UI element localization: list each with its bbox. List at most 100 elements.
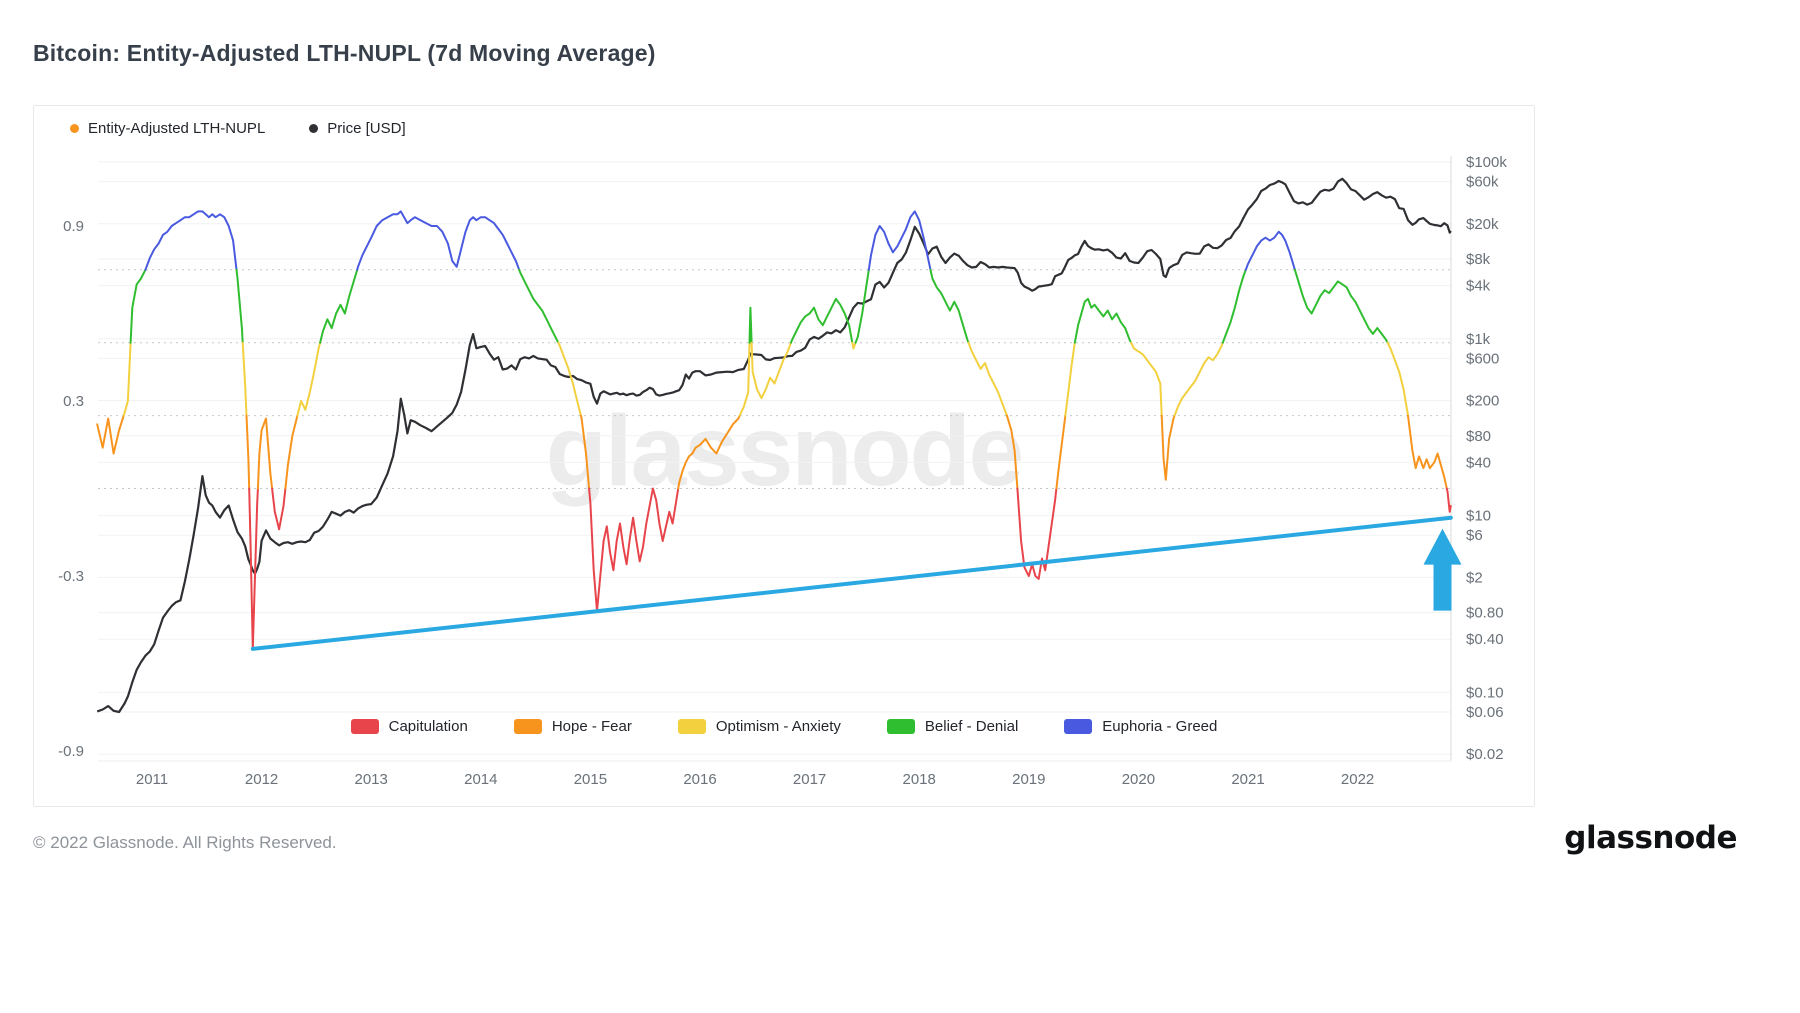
price-tick-label: $4k — [1466, 278, 1491, 295]
nupl-segment — [96, 414, 125, 455]
price-tick-label: $100k — [1466, 154, 1507, 171]
belief-denial-swatch-icon — [886, 719, 915, 734]
nupl-segment — [1244, 230, 1296, 271]
page-title: Bitcoin: Entity-Adjusted LTH-NUPL (7d Mo… — [33, 40, 656, 66]
price-tick-label: $0.40 — [1466, 631, 1504, 648]
nupl-segment — [256, 417, 274, 490]
nupl-segment — [1221, 268, 1247, 344]
nupl-segment — [235, 268, 244, 344]
price-tick-label: $2 — [1466, 569, 1483, 586]
nupl-segment — [1386, 341, 1409, 417]
price-tick-label: $0.06 — [1466, 704, 1504, 721]
year-tick-label: 2021 — [1231, 771, 1264, 788]
nupl-segment — [122, 341, 132, 417]
price-tick-label: $0.10 — [1466, 684, 1504, 701]
price-tick-label: $80 — [1466, 428, 1491, 445]
band-item-capitulation[interactable]: Capitulation — [350, 718, 468, 735]
year-tick-label: 2017 — [793, 771, 826, 788]
nupl-segment — [677, 414, 741, 490]
nupl-tick-label: 0.3 — [63, 393, 84, 410]
support-trendline — [250, 515, 1453, 651]
up-arrow-annotation — [1423, 528, 1462, 611]
series-legend: Entity-Adjusted LTH-NUPL Price [USD] — [70, 120, 406, 137]
nupl-segment — [284, 414, 299, 490]
nupl-threshold-gridlines — [98, 269, 1451, 489]
band-item-belief-denial[interactable]: Belief - Denial — [886, 718, 1019, 735]
nupl-segment — [1293, 268, 1389, 344]
nupl-tick-label: -0.9 — [58, 743, 84, 760]
year-tick-label: 2019 — [1012, 771, 1045, 788]
legend-item-label: Entity-Adjusted LTH-NUPL — [88, 120, 266, 137]
nupl-segment — [518, 268, 560, 344]
nupl-segment — [296, 341, 322, 417]
chart-panel: glassnode $100k $60k $20k $8k $4k $1k $600 $200… — [33, 105, 1535, 807]
nupl-segment — [241, 341, 248, 417]
year-tick-label: 2014 — [464, 771, 497, 788]
copyright-text: © 2022 Glassnode. All Rights Reserved. — [33, 833, 337, 852]
nupl-segment — [1160, 414, 1176, 481]
nupl-segment — [144, 210, 238, 271]
price-tick-label: $40 — [1466, 454, 1491, 471]
price-tick-label: $600 — [1466, 350, 1499, 367]
nupl-axis-labels: 0.9 0.3 -0.3 -0.9 — [58, 218, 84, 760]
nupl-segment — [245, 414, 251, 490]
nupl-segment — [867, 210, 932, 271]
price-series-dot-icon — [309, 124, 319, 133]
nupl-series-dot-icon — [70, 124, 79, 133]
nupl-segment — [1173, 341, 1224, 417]
nupl-segment — [248, 487, 259, 650]
nupl-segment — [1005, 414, 1019, 490]
price-axis-labels: $100k $60k $20k $8k $4k $1k $600 $200 $80 $40 $10 $… — [1466, 154, 1507, 763]
nupl-segment — [750, 341, 792, 400]
nupl-segment — [356, 210, 521, 271]
nupl-segment — [1016, 487, 1058, 580]
legend-item-lth-nupl[interactable]: Entity-Adjusted LTH-NUPL — [70, 120, 265, 137]
nupl-segment — [1407, 414, 1448, 490]
nupl-segment — [319, 268, 359, 344]
nupl-segment — [1064, 341, 1076, 417]
nupl-segment — [967, 341, 1008, 417]
year-tick-label: 2013 — [355, 771, 388, 788]
legend-item-price[interactable]: Price [USD] — [309, 120, 406, 137]
year-tick-label: 2022 — [1341, 771, 1374, 788]
band-item-label: Capitulation — [388, 718, 468, 735]
nupl-segment — [851, 341, 857, 350]
nupl-segment — [271, 487, 287, 531]
band-item-label: Belief - Denial — [924, 718, 1019, 735]
price-tick-label: $60k — [1466, 174, 1499, 191]
glassnode-logo: glassnode — [1564, 820, 1737, 856]
band-item-euphoria-greed[interactable]: Euphoria - Greed — [1064, 718, 1217, 735]
year-tick-label: 2020 — [1122, 771, 1155, 788]
price-tick-label: $200 — [1466, 393, 1499, 410]
euphoria-greed-swatch-icon — [1064, 719, 1093, 734]
nupl-segment — [1055, 414, 1067, 490]
price-tick-label: $0.80 — [1466, 605, 1504, 622]
year-tick-label: 2011 — [136, 771, 168, 788]
year-tick-label: 2015 — [574, 771, 607, 788]
price-tick-label: $1k — [1466, 331, 1491, 348]
nupl-segment — [748, 306, 753, 344]
year-tick-label: 2018 — [903, 771, 936, 788]
nupl-tick-label: -0.3 — [58, 568, 84, 585]
year-tick-label: 2012 — [245, 771, 278, 788]
price-tick-label: $6 — [1466, 527, 1483, 544]
optimism-anxiety-swatch-icon — [677, 719, 706, 734]
band-item-optimism-anxiety[interactable]: Optimism - Anxiety — [677, 718, 841, 735]
band-item-label: Hope - Fear — [551, 718, 632, 735]
price-tick-label: $10 — [1466, 508, 1491, 525]
nupl-segment — [1130, 341, 1163, 417]
price-tick-label: $0.02 — [1466, 746, 1504, 763]
band-item-hope-fear[interactable]: Hope - Fear — [513, 718, 632, 735]
band-item-label: Optimism - Anxiety — [715, 718, 841, 735]
band-item-label: Euphoria - Greed — [1102, 718, 1218, 735]
year-tick-label: 2016 — [683, 771, 716, 788]
x-axis-labels: 2011 2012 2013 2014 2015 2016 2017 2018 2019 2020… — [136, 771, 1374, 788]
nupl-segment — [929, 268, 970, 344]
bands-legend: Capitulation Hope - Fear Optimism - Anxi… — [34, 718, 1534, 735]
nupl-segment — [854, 268, 870, 344]
chart-canvas: $100k $60k $20k $8k $4k $1k $600 $200 $80 $40 $10 $… — [58, 154, 1507, 788]
hope-fear-swatch-icon — [513, 719, 542, 734]
nupl-segment — [579, 414, 591, 490]
nupl-segment — [129, 268, 147, 344]
price-tick-label: $20k — [1466, 216, 1499, 233]
